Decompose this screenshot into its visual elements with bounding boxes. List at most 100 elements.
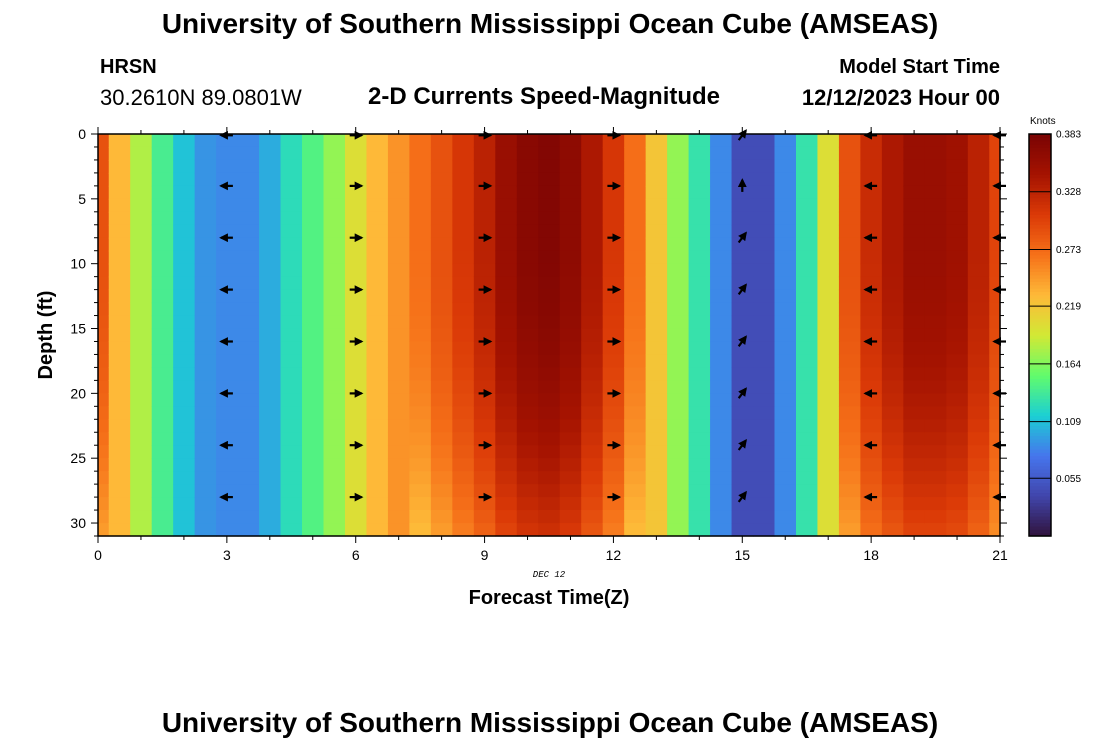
heatmap-cell <box>817 315 840 330</box>
heatmap-cell <box>430 172 453 187</box>
heatmap-cell <box>753 484 776 498</box>
heatmap-cell <box>430 523 453 537</box>
heatmap-cell <box>495 315 518 330</box>
heatmap-cell <box>151 445 174 459</box>
heatmap-cell <box>731 146 754 161</box>
heatmap-cell <box>516 445 539 459</box>
heatmap-cell <box>753 172 776 187</box>
heatmap-cell <box>495 159 518 174</box>
heatmap-cell <box>323 224 346 239</box>
heatmap-cell <box>667 250 690 265</box>
heatmap-cell <box>559 406 582 420</box>
heatmap-cell <box>667 393 690 407</box>
y-tick-label: 10 <box>70 256 86 272</box>
heatmap-cell <box>817 263 840 278</box>
current-vector-arrow <box>737 387 747 399</box>
heatmap-cell <box>860 510 883 524</box>
heatmap-cell <box>387 523 411 537</box>
heatmap-cell <box>302 380 325 394</box>
heatmap-cell <box>774 510 797 524</box>
heatmap-cell <box>538 484 561 498</box>
heatmap-cell <box>237 510 260 524</box>
heatmap-cell <box>667 328 690 343</box>
heatmap-cell <box>98 315 110 330</box>
heatmap-cell <box>452 276 475 291</box>
heatmap-cell <box>817 328 840 343</box>
heatmap-cell <box>130 237 153 252</box>
heatmap-cell <box>903 367 926 381</box>
heatmap-cell <box>731 237 754 252</box>
heatmap-cell <box>108 328 131 343</box>
colorbar-segment <box>1029 134 1051 138</box>
heatmap-cell <box>881 159 904 174</box>
heatmap-cell <box>688 250 711 265</box>
heatmap-cell <box>216 523 239 537</box>
heatmap-cell <box>323 198 346 213</box>
heatmap-cell <box>731 289 754 304</box>
heatmap-cell <box>495 471 518 485</box>
heatmap-cell <box>194 341 217 356</box>
heatmap-cell <box>602 250 625 265</box>
heatmap-cell <box>108 237 131 252</box>
current-vector-arrow <box>737 231 747 244</box>
heatmap-cell <box>495 224 518 239</box>
heatmap-cell <box>667 471 690 485</box>
colorbar-segment <box>1029 358 1051 363</box>
heatmap-cell <box>366 419 389 433</box>
heatmap-cell <box>280 393 303 407</box>
heatmap-cell <box>924 380 947 394</box>
heatmap-cell <box>753 471 776 485</box>
heatmap-cell <box>151 263 174 278</box>
heatmap-cell <box>130 406 153 420</box>
heatmap-cell <box>731 134 754 148</box>
heatmap-cell <box>344 354 368 369</box>
heatmap-cell <box>967 458 990 472</box>
heatmap-cell <box>237 134 260 148</box>
heatmap-cell <box>130 354 153 369</box>
heatmap-cell <box>387 510 411 524</box>
heatmap-cell <box>602 315 625 330</box>
heatmap-cell <box>688 484 711 498</box>
heatmap-cell <box>473 224 496 239</box>
heatmap-cell <box>387 393 411 407</box>
heatmap-cell <box>323 510 346 524</box>
heatmap-cell <box>237 198 260 213</box>
heatmap-cell <box>302 367 325 381</box>
heatmap-cell <box>302 328 325 343</box>
heatmap-cell <box>602 484 625 498</box>
heatmap-cell <box>151 471 174 485</box>
heatmap-cell <box>344 198 368 213</box>
heatmap-cell <box>237 159 260 174</box>
colorbar-segment <box>1029 177 1051 182</box>
heatmap-cell <box>538 458 561 472</box>
heatmap-cell <box>302 289 325 304</box>
heatmap-cell <box>366 172 389 187</box>
heatmap-cell <box>967 302 990 317</box>
heatmap-cell <box>151 367 174 381</box>
heatmap-cell <box>903 419 926 433</box>
heatmap-cell <box>731 523 754 537</box>
heatmap-cell <box>924 276 947 291</box>
heatmap-cell <box>817 458 840 472</box>
heatmap-cell <box>795 237 819 252</box>
heatmap-cell <box>430 185 453 200</box>
colorbar-segment <box>1029 154 1051 159</box>
heatmap-cell <box>795 432 819 446</box>
heatmap-cell <box>624 367 647 381</box>
heatmap-cell <box>753 354 776 369</box>
heatmap-cell <box>946 315 969 330</box>
heatmap-cell <box>151 406 174 420</box>
heatmap-cell <box>645 419 668 433</box>
heatmap-cell <box>452 289 475 304</box>
heatmap-cell <box>452 354 475 369</box>
heatmap-cell <box>602 497 625 511</box>
heatmap-cell <box>967 237 990 252</box>
heatmap-cell <box>216 263 239 278</box>
heatmap-cell <box>280 289 303 304</box>
x-tick-label: 0 <box>94 547 102 563</box>
heatmap-cell <box>302 146 325 161</box>
heatmap-cell <box>409 198 432 213</box>
heatmap-cell <box>989 302 1001 317</box>
heatmap-cell <box>924 198 947 213</box>
